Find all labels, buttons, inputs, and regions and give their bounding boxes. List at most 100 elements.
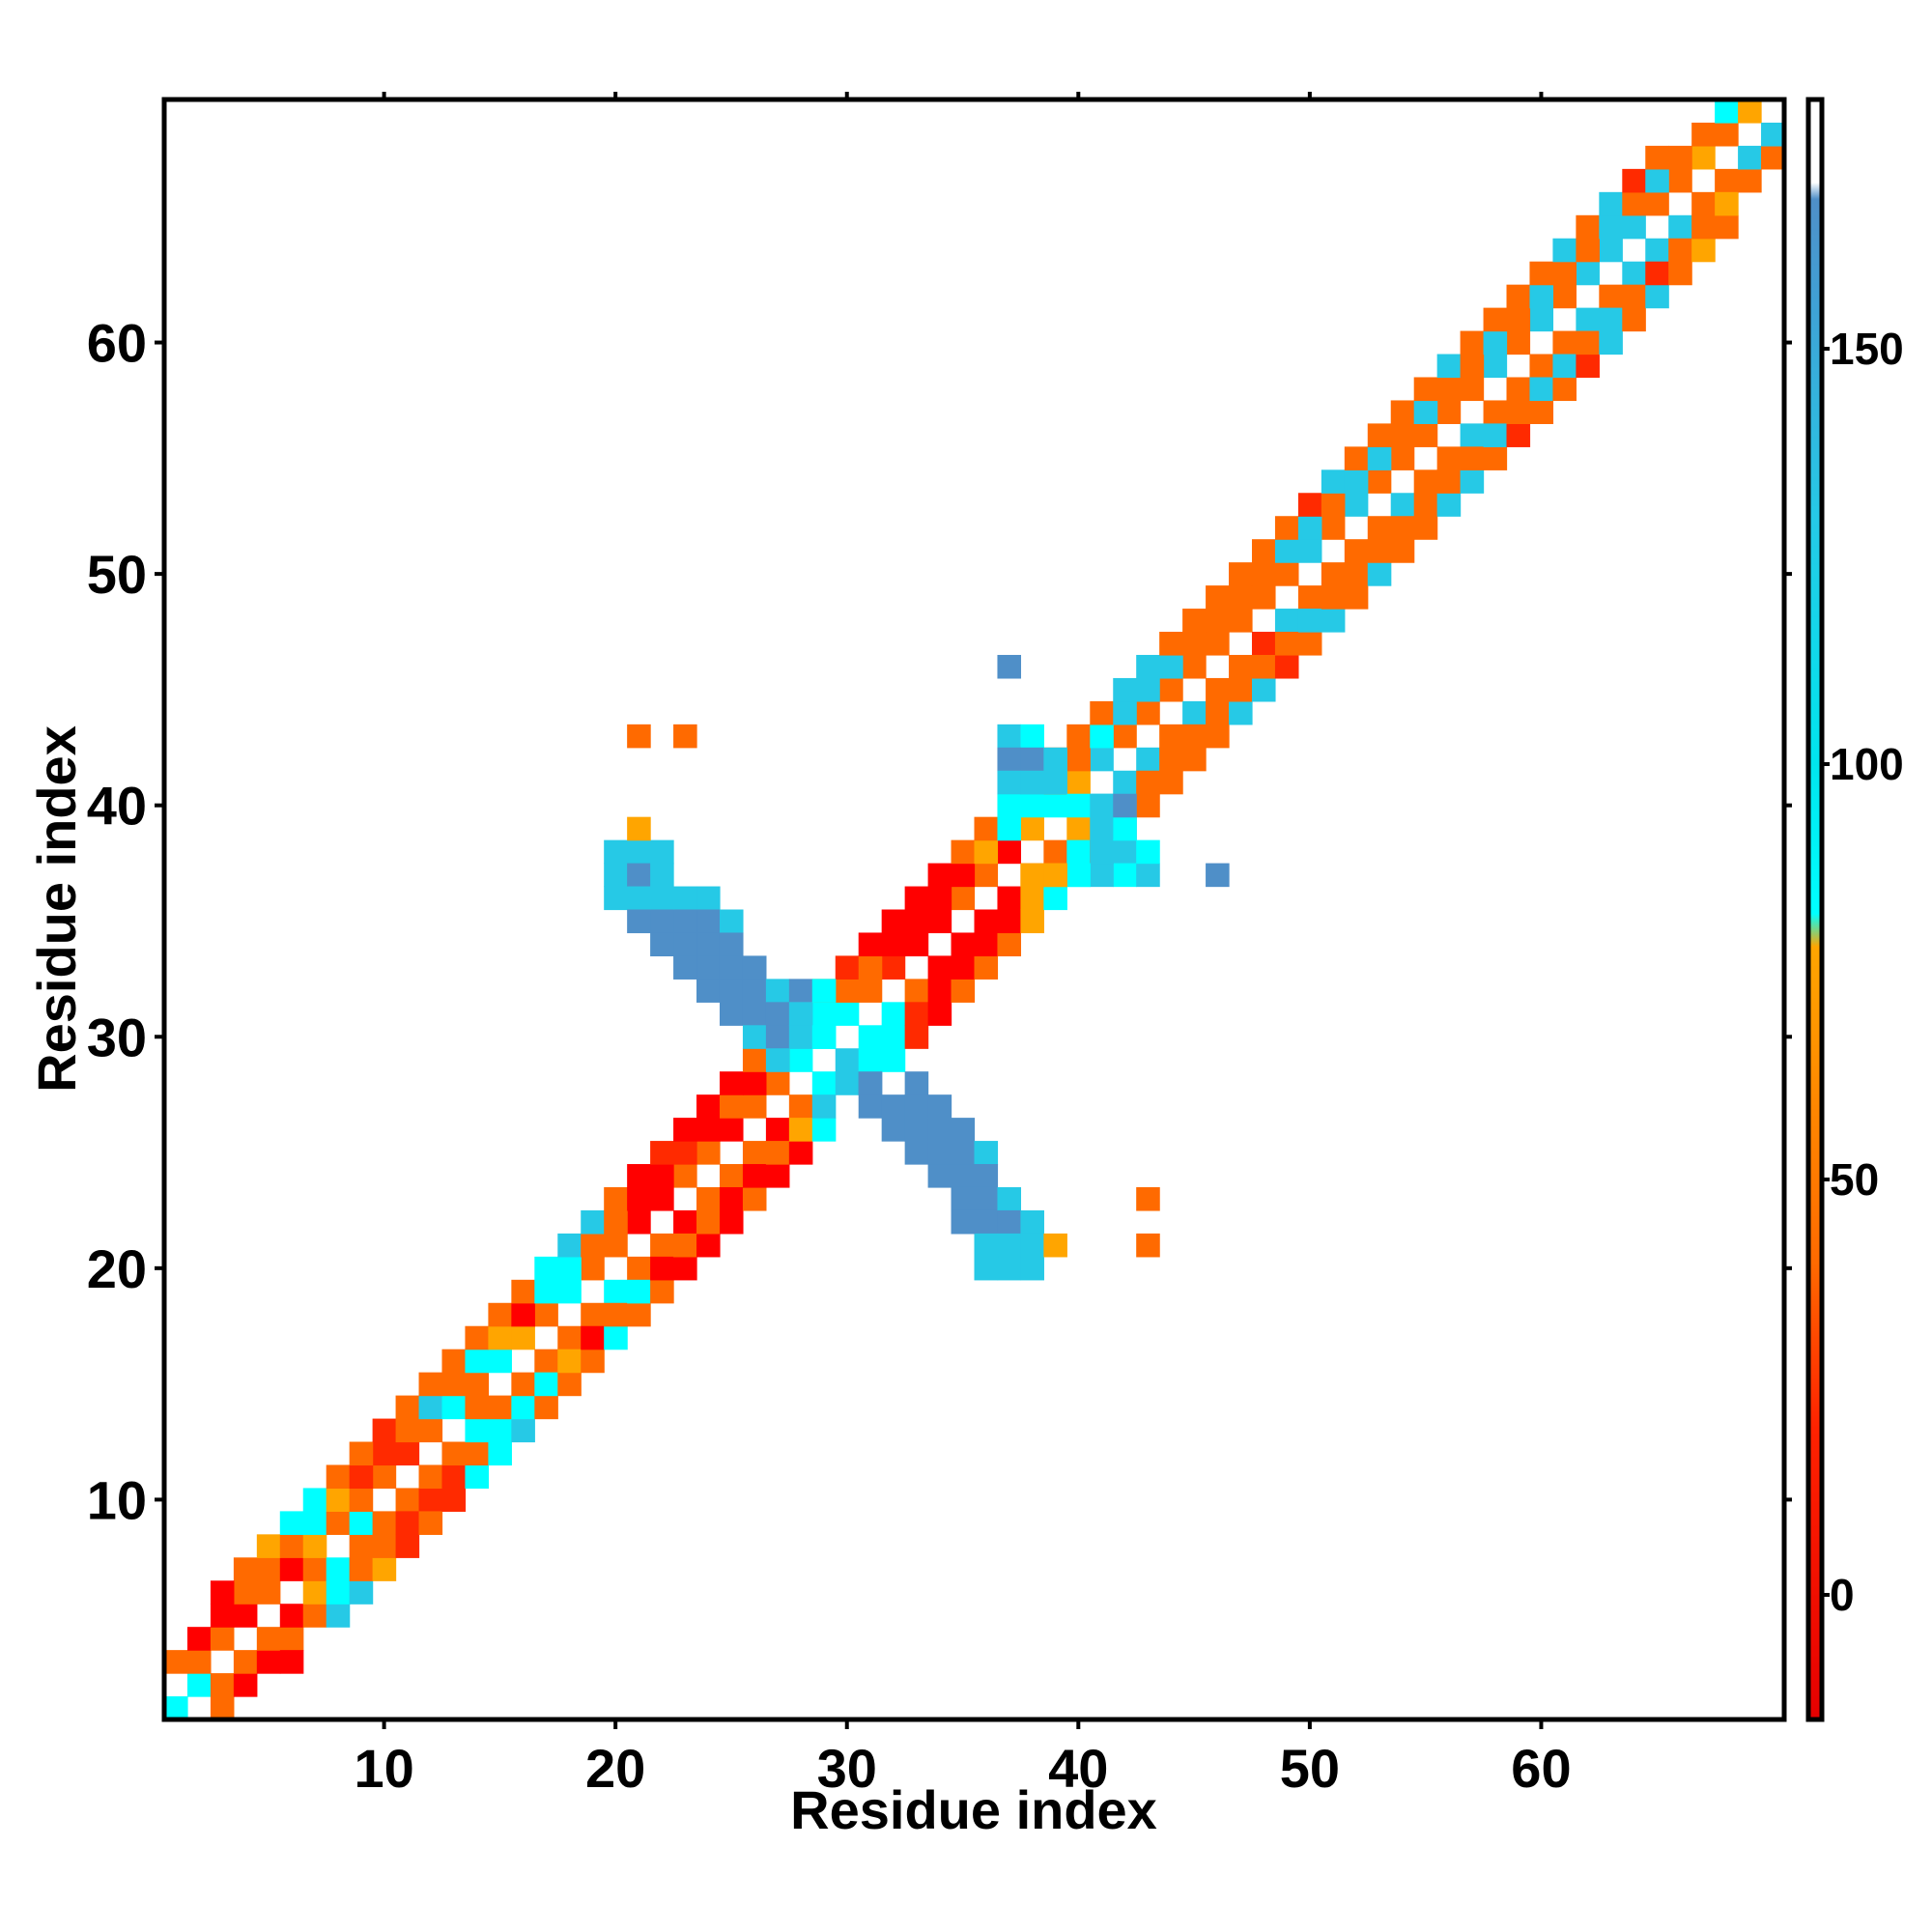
heatmap-cell xyxy=(395,1534,420,1558)
heatmap-cell xyxy=(1251,677,1276,702)
y-tick-label: 10 xyxy=(87,1469,147,1530)
heatmap-cell xyxy=(1251,585,1276,610)
y-axis-ticks: 10 20 30 40 50 60 xyxy=(87,313,1792,1530)
heatmap-cell xyxy=(1090,700,1114,725)
heatmap-cell xyxy=(1251,539,1276,563)
heatmap-cell xyxy=(1182,654,1207,679)
colorbar-tick-label: 0 xyxy=(1830,1570,1855,1620)
colorbar-tick-label: 150 xyxy=(1830,324,1904,374)
heatmap-cell xyxy=(1460,354,1485,379)
heatmap-cell xyxy=(302,1534,327,1558)
heatmap-cell xyxy=(511,1302,535,1327)
heatmap-cell xyxy=(1159,677,1183,702)
x-tick-label: 50 xyxy=(1280,1738,1340,1799)
heatmap-cell xyxy=(1066,863,1091,888)
colorbar-tick-label: 100 xyxy=(1830,739,1904,789)
heatmap-cell xyxy=(418,1418,443,1443)
heatmap-cell xyxy=(627,886,651,911)
heatmap-cell xyxy=(1321,609,1346,633)
heatmap-cell xyxy=(395,1441,420,1466)
heatmap-cell xyxy=(1367,423,1392,447)
heatmap-cell xyxy=(1136,770,1160,795)
heatmap-cell xyxy=(465,1441,489,1466)
heatmap-cell xyxy=(1529,354,1554,379)
heatmap-cell xyxy=(1066,793,1091,818)
heatmap-cell xyxy=(372,1557,397,1581)
heatmap-cell xyxy=(256,1557,281,1581)
heatmap-cell xyxy=(974,1256,999,1281)
heatmap-cell xyxy=(1413,469,1438,494)
heatmap-cell xyxy=(951,863,976,888)
heatmap-cell xyxy=(742,1071,767,1095)
heatmap-cell xyxy=(1136,654,1160,679)
heatmap-cell xyxy=(604,1209,628,1235)
heatmap-cell xyxy=(765,979,790,1003)
heatmap-cell xyxy=(997,839,1022,865)
heatmap-cell xyxy=(719,1002,744,1026)
heatmap-cell xyxy=(696,1209,721,1235)
heatmap-cell xyxy=(372,1441,397,1466)
heatmap-cell xyxy=(1182,724,1207,749)
heatmap-cell xyxy=(765,1048,790,1072)
heatmap-cell xyxy=(974,816,999,841)
heatmap-cell xyxy=(858,1094,883,1119)
heatmap-cell xyxy=(1738,168,1762,193)
y-tick-label: 30 xyxy=(87,1007,147,1067)
heatmap-cell xyxy=(1251,654,1276,679)
heatmap-cell xyxy=(1622,214,1646,240)
heatmap-cell xyxy=(604,886,628,911)
heatmap-cell xyxy=(302,1580,327,1605)
heatmap-cell xyxy=(881,1048,906,1072)
x-tick-label: 20 xyxy=(585,1738,645,1799)
heatmap-cell xyxy=(1460,446,1485,470)
heatmap-cell xyxy=(650,839,674,865)
heatmap-cell xyxy=(904,1094,929,1119)
heatmap-cell xyxy=(279,1511,304,1535)
heatmap-cell xyxy=(1136,747,1160,772)
heatmap-cell xyxy=(1390,539,1415,563)
heatmap-cell xyxy=(927,886,952,911)
heatmap-cell xyxy=(1344,446,1369,470)
colorbar xyxy=(1805,97,1825,1722)
heatmap-cell xyxy=(673,1141,697,1165)
heatmap-cell xyxy=(256,1534,281,1558)
heatmap-cell xyxy=(742,1048,767,1072)
heatmap-cell xyxy=(349,1464,374,1490)
heatmap-cell xyxy=(1413,377,1438,402)
heatmap-cell xyxy=(1206,609,1230,633)
heatmap-cell xyxy=(1483,423,1508,447)
heatmap-cell xyxy=(1390,446,1415,470)
heatmap-cell xyxy=(835,955,860,980)
heatmap-cell xyxy=(904,909,929,934)
heatmap-cell xyxy=(1367,469,1392,494)
heatmap-cell xyxy=(534,1349,558,1374)
heatmap-cell xyxy=(1020,747,1044,772)
heatmap-cell xyxy=(719,979,744,1003)
heatmap-cell xyxy=(1506,330,1531,355)
heatmap-cell xyxy=(604,1279,628,1304)
heatmap-cell xyxy=(1206,585,1230,610)
heatmap-cell xyxy=(1090,839,1114,865)
heatmap-cell xyxy=(974,863,999,888)
heatmap-cell xyxy=(1668,214,1692,240)
heatmap-cell xyxy=(835,1002,860,1026)
heatmap-cell xyxy=(951,839,976,865)
heatmap-cell xyxy=(1206,863,1230,888)
heatmap-cell xyxy=(673,1118,697,1142)
heatmap-cell xyxy=(1506,307,1531,332)
heatmap-cell xyxy=(488,1395,512,1420)
colorbar-tick-label: 50 xyxy=(1830,1154,1879,1205)
heatmap-cell xyxy=(441,1488,467,1512)
heatmap-cell xyxy=(881,909,906,934)
heatmap-cell xyxy=(997,1209,1022,1235)
heatmap-cell xyxy=(1274,654,1299,679)
heatmap-cell xyxy=(441,1464,467,1490)
heatmap-cell xyxy=(557,1325,582,1350)
heatmap-cell xyxy=(604,1233,628,1258)
heatmap-cell xyxy=(997,886,1022,911)
heatmap-cell xyxy=(974,955,999,980)
heatmap-cell xyxy=(858,1048,883,1072)
heatmap-cell xyxy=(1691,191,1716,216)
heatmap-cell xyxy=(835,1071,860,1095)
heatmap-cell xyxy=(604,863,628,888)
